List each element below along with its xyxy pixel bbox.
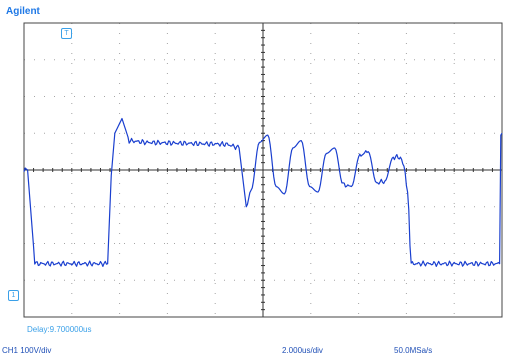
trigger-position-marker: T: [61, 28, 72, 39]
delay-readout: Delay:9.700000us: [27, 325, 92, 334]
channel-scale-readout: CH1 100V/div: [2, 346, 52, 355]
channel-1-ground-marker: 1: [8, 290, 19, 301]
center-axes: [23, 22, 503, 318]
brand-logo: Agilent: [6, 6, 40, 17]
sample-rate-readout: 50.0MSa/s: [394, 346, 433, 355]
time-scale-readout: 2.000us/div: [282, 346, 323, 355]
channel-1-trace: [23, 117, 503, 268]
